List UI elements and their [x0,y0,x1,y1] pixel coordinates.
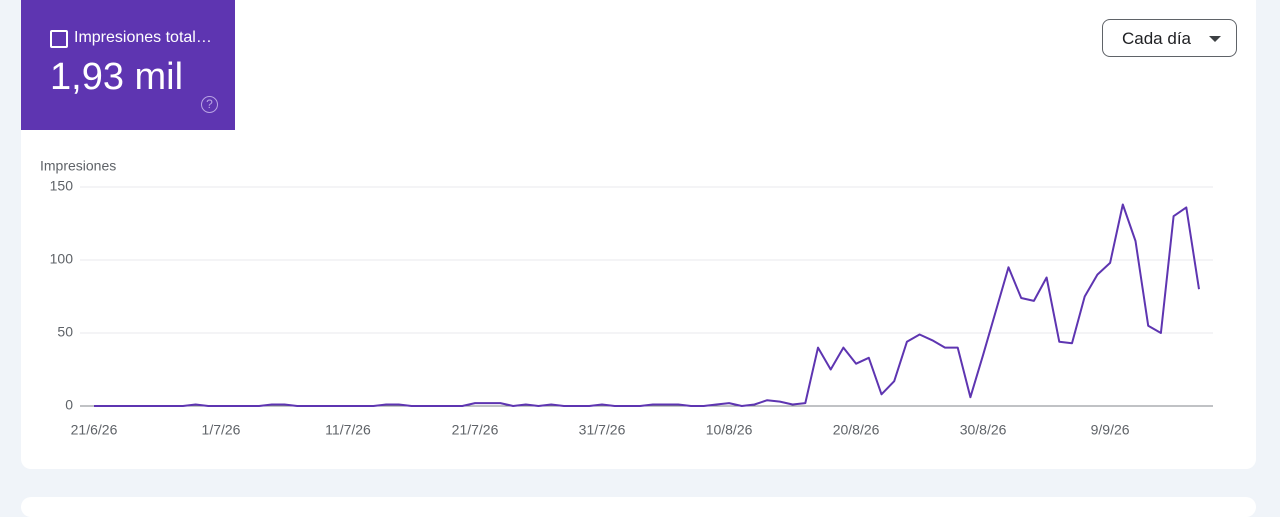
period-dropdown[interactable]: Cada día [1102,19,1237,57]
metric-tile[interactable]: Impresiones total… 1,93 mil ? [21,0,235,130]
x-tick-label: 20/8/26 [833,422,880,438]
x-tick-label: 30/8/26 [960,422,1007,438]
metric-label: Impresiones total… [74,29,212,46]
data-line [94,203,1200,407]
page: Impresiones total… 1,93 mil ? Cada día I… [21,0,1256,517]
metric-value: 1,93 mil [50,56,184,98]
y-tick-label: 0 [65,397,73,413]
chart: Impresiones 0 50 100 150 21/6/26 1/7/26 11/7/2… [40,158,1213,438]
y-axis-label: Impresiones [40,158,116,174]
x-tick-label: 21/6/26 [71,422,118,438]
x-tick-label: 1/7/26 [202,422,241,438]
dropdown-arrow [1209,36,1221,42]
y-tick-label: 150 [50,178,74,194]
dropdown-label: Cada día [1122,29,1191,48]
x-tick-label: 10/8/26 [706,422,753,438]
x-tick-label: 9/9/26 [1091,422,1130,438]
y-tick-label: 100 [50,251,74,267]
checkbox[interactable] [50,30,68,48]
help-icon[interactable]: ? [201,96,218,113]
x-tick-label: 21/7/26 [452,422,499,438]
x-tick-label: 31/7/26 [579,422,626,438]
x-tick-label: 11/7/26 [325,422,371,438]
y-tick-label: 50 [57,324,73,340]
